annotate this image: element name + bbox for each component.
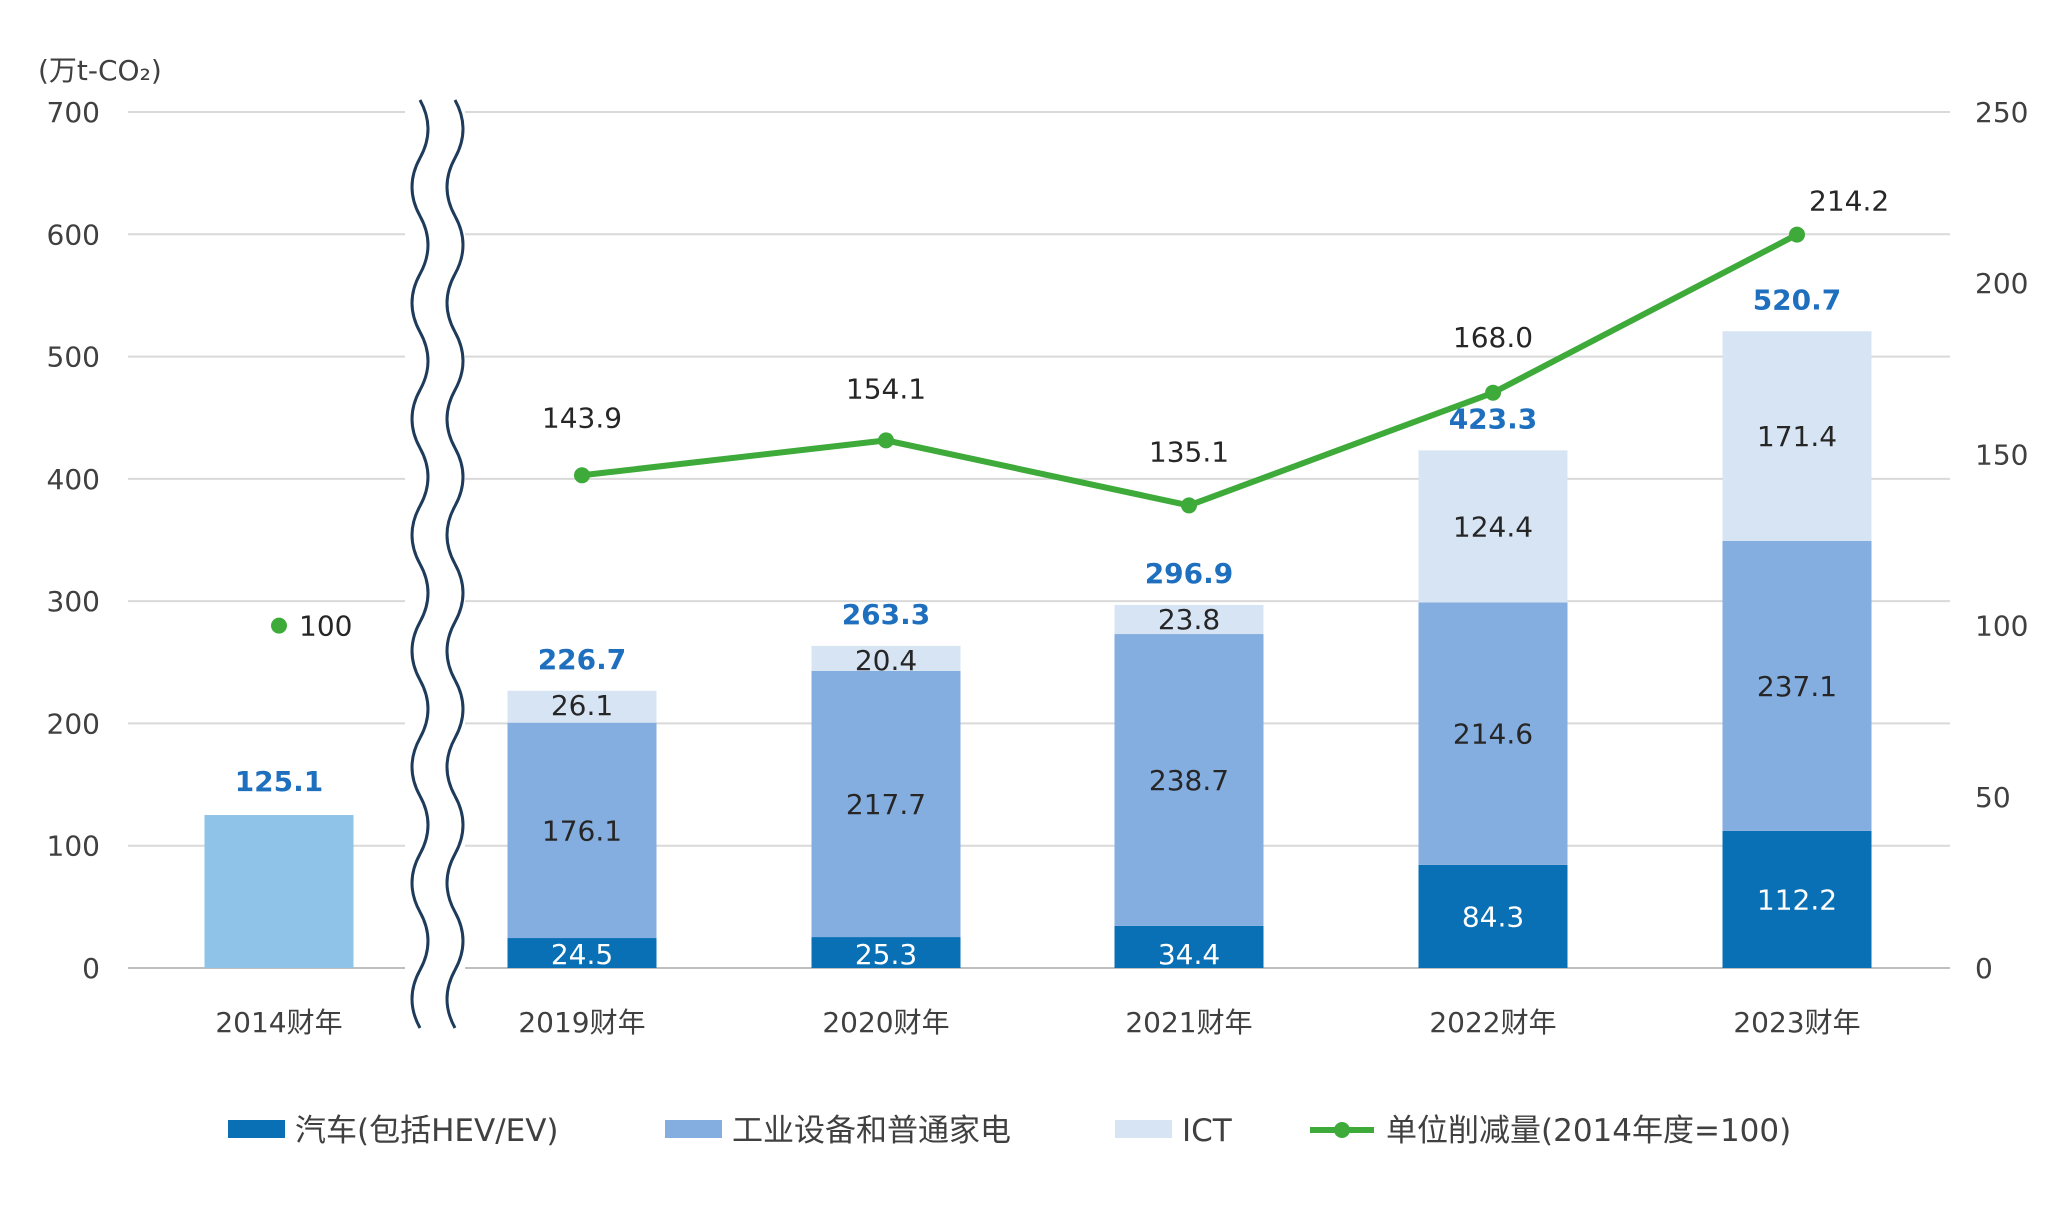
bar-total-label: 125.1	[235, 765, 324, 798]
bar-segment-label: 238.7	[1149, 764, 1229, 797]
bar-segment-label: 20.4	[855, 644, 917, 677]
legend-swatch-marker	[1334, 1122, 1350, 1138]
bar-segment-label: 217.7	[846, 788, 926, 821]
bar-segment	[811, 937, 961, 968]
line-point-label: 143.9	[542, 401, 622, 434]
axis-break-wave	[445, 99, 465, 1029]
bar-segment-label: 214.6	[1453, 718, 1533, 751]
bar-segment-label: 25.3	[855, 938, 917, 971]
y-tick-label: 100	[47, 830, 100, 863]
bar-segment	[507, 938, 657, 968]
bar-segment-label: 112.2	[1757, 883, 1837, 916]
legend-swatch	[1115, 1120, 1172, 1138]
x-tick-label: 2021财年	[1125, 1006, 1252, 1039]
line-point	[1181, 497, 1197, 514]
y2-tick-label: 0	[1975, 952, 1993, 985]
x-axis: 2014财年 2019财年 2020财年 2021财年 2022财年 2023财年	[215, 1006, 1860, 1039]
bar-segment	[1722, 331, 1872, 541]
bar-segment-label: 23.8	[1158, 603, 1220, 636]
bar-segment	[507, 722, 657, 939]
y2-tick-label: 50	[1975, 781, 2011, 814]
y-tick-label: 500	[47, 341, 100, 374]
bar-segment	[1114, 604, 1264, 635]
bar-segment	[1114, 925, 1264, 968]
bar-segment-label: 171.4	[1757, 420, 1837, 453]
axis-break-marker	[405, 99, 465, 1029]
legend-label: 工业设备和普通家电	[732, 1113, 1011, 1149]
bar-segment-label: 176.1	[542, 814, 622, 847]
legend-swatch	[665, 1120, 722, 1138]
bar-segment	[811, 670, 961, 938]
y2-tick-label: 150	[1975, 438, 2028, 471]
x-tick-label: 2022财年	[1429, 1006, 1556, 1039]
y2-tick-label: 200	[1975, 267, 2028, 300]
line-point-label: 100	[299, 610, 352, 643]
x-tick-label: 2014财年	[215, 1006, 342, 1039]
line-point	[1485, 384, 1501, 401]
bar-segment	[1418, 602, 1568, 865]
axis-break-gap	[405, 100, 465, 1020]
line-series: 100 143.9 154.1 135.1 168.0 214.2	[271, 185, 1889, 643]
y-axis-secondary: 0 50 100 150 200 250	[1975, 96, 2028, 985]
bar-segment	[1722, 540, 1872, 831]
y-tick-label: 300	[47, 585, 100, 618]
y-axis-unit-label: (万t-CO₂)	[38, 54, 162, 87]
bar-segment	[1722, 830, 1872, 968]
y-tick-label: 600	[47, 218, 100, 251]
legend-label: 汽车(包括HEV/EV)	[295, 1113, 559, 1149]
bar-base-year	[204, 815, 354, 968]
y-tick-label: 200	[47, 707, 100, 740]
bar-total-label: 520.7	[1753, 283, 1842, 316]
legend: 汽车(包括HEV/EV) 工业设备和普通家电 ICT 单位削减量(2014年度=100…	[228, 1113, 1791, 1149]
bar-segment	[1418, 864, 1568, 968]
bar-total-label: 296.9	[1145, 557, 1234, 590]
bars: 125.1 24.5 176.1 26.1 226.7 25.3 217.7 20.4 263.…	[204, 283, 1872, 971]
bar-segment	[507, 690, 657, 723]
legend-swatch	[228, 1120, 285, 1138]
line-point-label: 135.1	[1149, 435, 1229, 468]
y-tick-label: 400	[47, 463, 100, 496]
line-point	[574, 467, 590, 484]
line-point	[878, 432, 894, 449]
gridlines	[128, 111, 1950, 969]
bar-segment-label: 84.3	[1462, 900, 1524, 933]
bar-segment-label: 34.4	[1158, 938, 1220, 971]
bar-total-label: 226.7	[538, 643, 627, 676]
y2-tick-label: 250	[1975, 96, 2028, 129]
bar-segment	[1114, 634, 1264, 926]
y-tick-label: 0	[82, 952, 100, 985]
bar-total-label: 423.3	[1449, 402, 1538, 435]
axis-break-wave	[410, 99, 430, 1029]
bar-segment-label: 24.5	[551, 938, 613, 971]
x-tick-label: 2023财年	[1733, 1006, 1860, 1039]
bar-segment-label: 237.1	[1757, 670, 1837, 703]
bar-segment-label: 124.4	[1453, 510, 1533, 543]
line-point-label: 214.2	[1809, 185, 1889, 218]
bar-segment	[1418, 450, 1568, 603]
bar-segment-label: 26.1	[551, 689, 613, 722]
line-point-label: 154.1	[846, 372, 926, 405]
legend-label: 单位削减量(2014年度=100)	[1386, 1113, 1791, 1149]
line-point-label: 168.0	[1453, 321, 1533, 354]
bar-segment	[811, 645, 961, 671]
x-tick-label: 2019财年	[518, 1006, 645, 1039]
line-point	[271, 617, 287, 634]
y2-tick-label: 100	[1975, 610, 2028, 643]
y-axis-primary: 0 100 200 300 400 500 600 700	[47, 96, 100, 985]
line-point	[1789, 226, 1805, 243]
legend-label: ICT	[1182, 1113, 1233, 1149]
bar-total-label: 263.3	[842, 598, 931, 631]
x-tick-label: 2020财年	[822, 1006, 949, 1039]
y-tick-label: 700	[47, 96, 100, 129]
